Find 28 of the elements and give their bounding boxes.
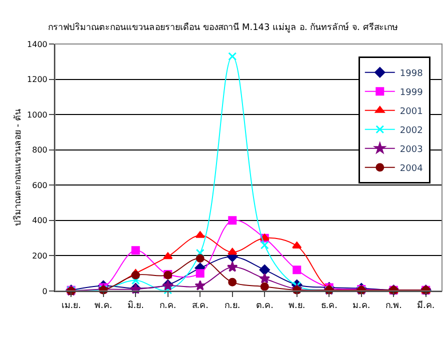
x-tick-label: พ.ค. bbox=[94, 300, 112, 311]
y-tick-label: 1000 bbox=[27, 110, 48, 120]
y-tick-label: 400 bbox=[32, 216, 48, 226]
y-tick-label: 200 bbox=[32, 252, 48, 261]
x-tick-label: มี.ค. bbox=[417, 300, 435, 311]
x-tick-label: พ.ย. bbox=[288, 300, 306, 311]
legend-label: 2002 bbox=[400, 126, 423, 136]
legend-label: 2003 bbox=[400, 144, 423, 155]
x-tick-label: ม.ค. bbox=[352, 300, 370, 311]
y-axis-title: ปริมาณตะกอนแขวนลอย - ตัน bbox=[12, 109, 24, 226]
x-tick-label: มิ.ย. bbox=[127, 300, 144, 311]
x-tick-label: ธ.ค. bbox=[320, 300, 338, 311]
legend-label: 1998 bbox=[400, 68, 424, 79]
legend-label: 2004 bbox=[400, 164, 424, 174]
x-tick-label: ส.ค. bbox=[192, 300, 208, 311]
y-tick-label: 600 bbox=[32, 180, 48, 190]
x-tick-label: ก.พ. bbox=[385, 300, 402, 311]
x-tick-label: ก.ค. bbox=[160, 300, 176, 311]
x-tick-label: ก.ย. bbox=[224, 300, 240, 311]
x-tick-label: ต.ค. bbox=[256, 300, 274, 311]
y-tick-label: 0 bbox=[42, 286, 48, 296]
legend-label: 2001 bbox=[400, 106, 423, 117]
y-tick-label: 1400 bbox=[27, 40, 48, 49]
legend-label: 1999 bbox=[400, 88, 424, 98]
y-tick-label: 800 bbox=[32, 146, 48, 155]
chart-title: กราฟปริมาณตะกอนแขวนลอยรายเดือน ของสถานี M.143 แม่มูล อ. กันทรลักษ์ จ. ศรีสะเกษ bbox=[48, 21, 398, 34]
y-tick-label: 1200 bbox=[27, 75, 48, 84]
x-tick-label: เม.ย. bbox=[61, 300, 81, 311]
